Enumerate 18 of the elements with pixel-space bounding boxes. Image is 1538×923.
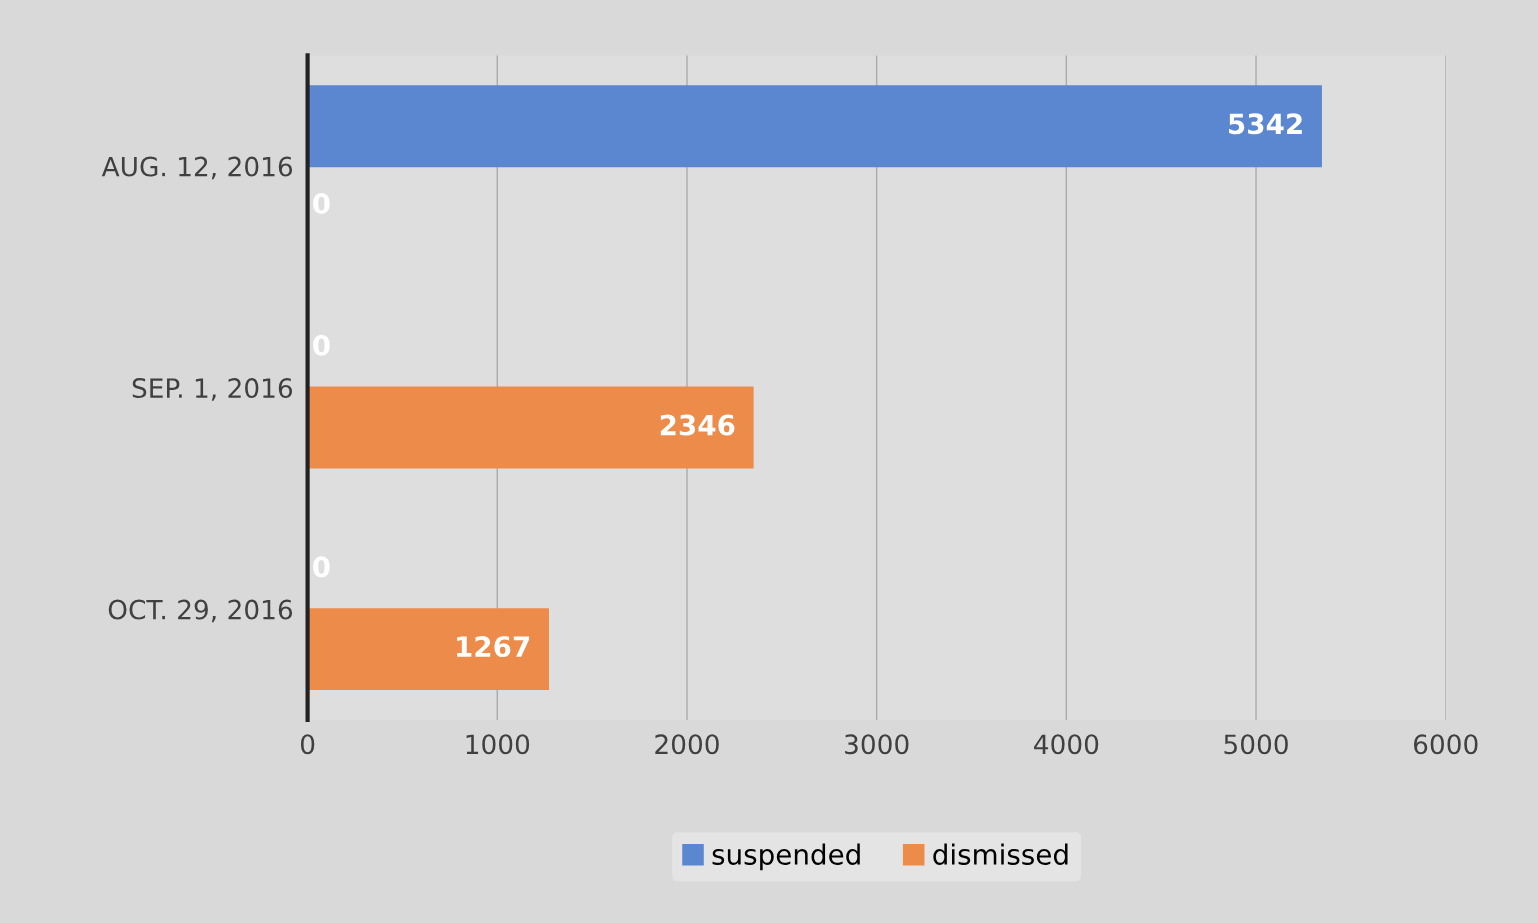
x-tick-label: 1000 <box>466 734 530 755</box>
data-label: 1267 <box>457 636 530 658</box>
bar <box>307 85 1322 168</box>
y-tick-label: AUG. 12, 2016 <box>101 156 293 180</box>
y-tick-label: OCT. 29, 2016 <box>108 599 293 623</box>
x-tick-label: 5000 <box>1224 734 1288 755</box>
x-tick-label: 2000 <box>655 734 719 755</box>
legend-label: dismissed <box>933 843 1068 865</box>
legend-label: suspended <box>712 843 860 871</box>
data-label: 5342 <box>1229 113 1302 135</box>
x-tick-label: 6000 <box>1413 734 1478 755</box>
bar <box>307 386 754 469</box>
x-tick-label: 3000 <box>845 734 909 755</box>
y-tick-label: SEP. 1, 2016 <box>132 378 293 401</box>
x-tick-label: 4000 <box>1034 734 1099 755</box>
x-tick-label: 0 <box>300 734 315 755</box>
data-label: 2346 <box>660 414 735 436</box>
bar <box>307 608 549 690</box>
